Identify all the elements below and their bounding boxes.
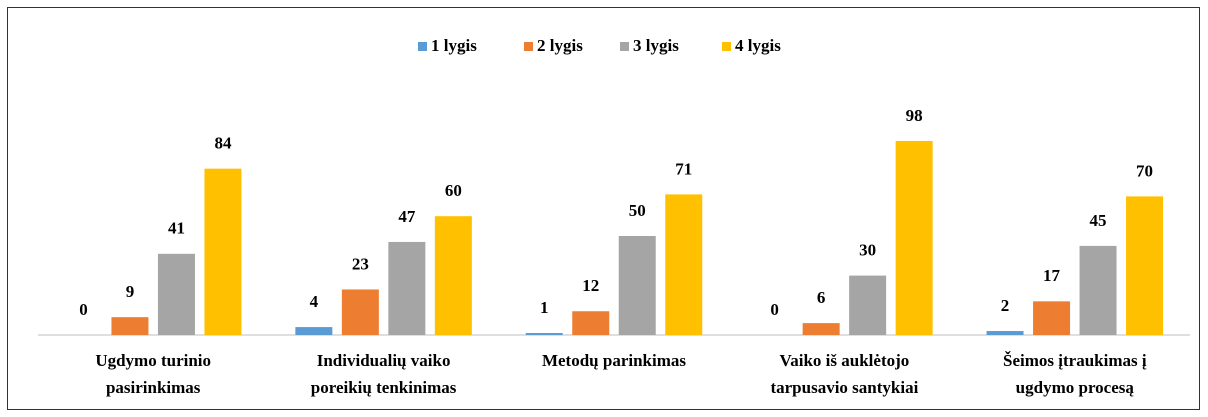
data-label: 71: [675, 159, 692, 178]
bar: [157, 253, 195, 335]
data-label: 30: [859, 241, 876, 260]
bar: [1126, 196, 1164, 335]
legend-label: 1 lygis: [431, 36, 477, 55]
data-label: 23: [352, 254, 369, 273]
bar: [572, 311, 610, 335]
data-label: 47: [398, 207, 416, 226]
x-tick-label: Ugdymo turinio pasirinkimas: [95, 351, 211, 397]
legend-swatch: [722, 42, 731, 51]
chart-frame: [7, 7, 1200, 410]
legend-swatch: [418, 42, 427, 51]
legend-swatch: [524, 42, 533, 51]
bar: [895, 140, 933, 335]
data-label: 98: [906, 106, 923, 125]
data-label: 0: [79, 300, 88, 319]
bar: [434, 216, 472, 335]
bar: [618, 236, 656, 335]
bar: [525, 333, 563, 335]
x-tick-label: Šeimos įtraukimas į ugdymo procesą: [1003, 351, 1147, 397]
data-label: 9: [126, 282, 135, 301]
data-label: 45: [1090, 211, 1107, 230]
bar: [849, 275, 887, 335]
data-label: 60: [445, 181, 462, 200]
bar: [1079, 245, 1117, 335]
data-label: 70: [1136, 161, 1153, 180]
legend-label: 3 lygis: [633, 36, 679, 55]
x-tick-label: Individualių vaiko poreikių tenkinimas: [311, 351, 457, 397]
bar: [1033, 301, 1071, 335]
data-label: 6: [817, 288, 826, 307]
bar: [802, 323, 840, 335]
data-label: 1: [540, 298, 549, 317]
data-label: 4: [310, 292, 319, 311]
data-label: 84: [214, 134, 232, 153]
data-label: 0: [770, 300, 779, 319]
x-tick-label: Vaiko iš auklėtojo tarpusavio santykiai: [770, 351, 918, 397]
bar: [204, 168, 242, 335]
bar: [341, 289, 379, 335]
data-label: 17: [1043, 266, 1061, 285]
data-label: 50: [629, 201, 646, 220]
data-label: 12: [582, 276, 599, 295]
data-label: 2: [1001, 296, 1010, 315]
data-label: 41: [168, 219, 185, 238]
bar: [388, 241, 426, 335]
bar: [295, 327, 333, 335]
legend-label: 2 lygis: [537, 36, 583, 55]
bar: [665, 194, 703, 335]
x-tick-label: Metodų parinkimas: [542, 351, 686, 370]
bar: [111, 317, 149, 335]
legend-swatch: [620, 42, 629, 51]
legend-label: 4 lygis: [735, 36, 781, 55]
bar: [986, 331, 1024, 335]
